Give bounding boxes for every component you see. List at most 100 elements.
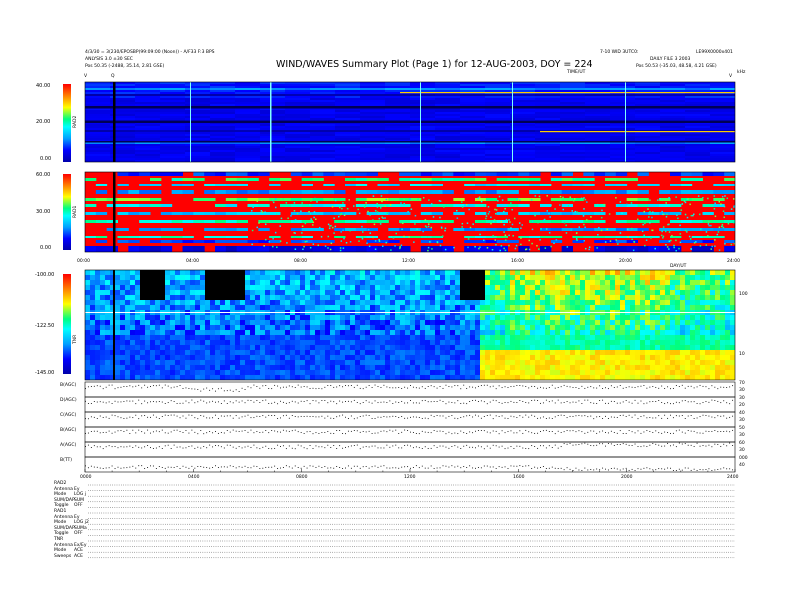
- tnr-cell: [480, 270, 486, 276]
- tnr-cell: [390, 340, 396, 346]
- rad1-band-cell: [583, 178, 595, 181]
- tnr-cell: [355, 350, 361, 356]
- rad2-cell: [560, 88, 586, 91]
- rad2-cell: [135, 146, 161, 149]
- tnr-cell: [560, 285, 566, 291]
- rad1-speckle: [642, 223, 644, 226]
- tnr-cell: [325, 350, 331, 356]
- tnr-cell: [565, 375, 571, 380]
- rad2-cell: [235, 160, 261, 162]
- tnr-cell: [565, 340, 571, 346]
- rad1-band-cell: [290, 220, 303, 223]
- rad1-band-cell: [280, 220, 292, 223]
- tnr-cell: [295, 285, 301, 291]
- tnr-cell: [85, 360, 91, 366]
- tnr-cell: [345, 315, 351, 321]
- rad1-speckle: [274, 206, 277, 209]
- tnr-cell: [180, 360, 186, 366]
- rad1-speckle: [294, 219, 297, 221]
- tnr-cell: [130, 345, 136, 351]
- rad1-speckle: [364, 204, 367, 206]
- rad1-band-cell: [182, 240, 194, 243]
- tnr-cell: [165, 315, 171, 321]
- tnr-cell: [110, 295, 116, 301]
- tnr-cell: [440, 360, 446, 366]
- tnr-cell: [440, 285, 446, 291]
- tnr-cell: [285, 320, 291, 326]
- rad1-speckle: [483, 205, 486, 207]
- tnr-cell: [490, 285, 496, 291]
- tnr-cell: [410, 355, 416, 361]
- tnr-cell: [285, 350, 291, 356]
- rad1-speckle: [363, 206, 366, 208]
- rad1-band-cell: [572, 178, 584, 181]
- tnr-cell: [200, 375, 206, 380]
- rad1-band-cell: [139, 212, 151, 215]
- tnr-cell: [245, 375, 251, 380]
- tnr-cell: [305, 345, 311, 351]
- tnr-cell: [175, 370, 181, 376]
- rad1-band-cell: [605, 228, 617, 231]
- rad2-cell: [485, 114, 511, 117]
- tnr-cell: [595, 335, 601, 341]
- rad1-speckle: [346, 207, 349, 210]
- rad2-cell: [410, 132, 436, 135]
- tnr-cell: [725, 280, 731, 286]
- rad1-band-cell: [550, 212, 563, 215]
- rad1-band-cell: [236, 246, 248, 252]
- tnr-cell: [150, 315, 156, 321]
- rad1-band-cell: [334, 220, 346, 223]
- rad1-band-cell: [561, 184, 573, 186]
- tnr-cell: [135, 315, 141, 321]
- tnr-cell: [240, 315, 246, 321]
- tnr-cell: [245, 325, 251, 331]
- tnr-cell: [660, 280, 666, 286]
- tnr-cell: [715, 285, 721, 291]
- rad1-band-cell: [561, 212, 573, 215]
- tnr-cell: [655, 325, 661, 331]
- rad2-cell: [660, 94, 686, 97]
- tnr-cell: [635, 320, 641, 326]
- rad2-cell: [460, 108, 486, 111]
- tnr-cell: [350, 335, 356, 341]
- tnr-cell: [135, 290, 141, 296]
- rad1-speckle: [394, 245, 396, 247]
- rad1-band-cell: [388, 204, 400, 207]
- tnr-cell: [260, 375, 266, 380]
- rad2-cell: [585, 142, 611, 145]
- tnr-cell: [410, 320, 416, 326]
- rad2-cell: [585, 94, 611, 97]
- tnr-cell: [260, 335, 266, 341]
- rad1-band-cell: [182, 178, 194, 181]
- tnr-cell: [530, 270, 536, 276]
- rad2-cell: [610, 160, 636, 162]
- line-panel-point: [132, 386, 134, 388]
- tnr-cell: [660, 325, 666, 331]
- rad1-speckle: [402, 222, 404, 225]
- tnr-cell: [540, 300, 546, 306]
- tnr-cell: [660, 350, 666, 356]
- tnr-cell: [145, 280, 151, 286]
- rad2-cell: [660, 88, 686, 91]
- tnr-cell: [570, 350, 576, 356]
- rad1-band-cell: [540, 204, 552, 207]
- rad1-speckle: [644, 244, 646, 247]
- rad1-speckle: [626, 203, 628, 206]
- tnr-cell: [610, 320, 616, 326]
- tnr-cell: [270, 360, 276, 366]
- rad2-cell: [235, 110, 261, 113]
- tnr-cell: [450, 325, 456, 331]
- tnr-cell: [370, 335, 376, 341]
- tnr-cell: [210, 365, 216, 371]
- tnr-cell: [410, 360, 416, 366]
- rad2-cell: [360, 102, 386, 105]
- rad1-speckle: [439, 200, 442, 202]
- rad1-band-cell: [518, 198, 530, 201]
- rad1-band-cell: [128, 240, 140, 243]
- rad2-cell: [135, 122, 161, 125]
- tnr-cell: [370, 320, 376, 326]
- tnr-cell: [400, 345, 406, 351]
- rad1-band-cell: [691, 220, 703, 223]
- rad2-cell: [535, 112, 561, 115]
- tnr-cell: [555, 355, 561, 361]
